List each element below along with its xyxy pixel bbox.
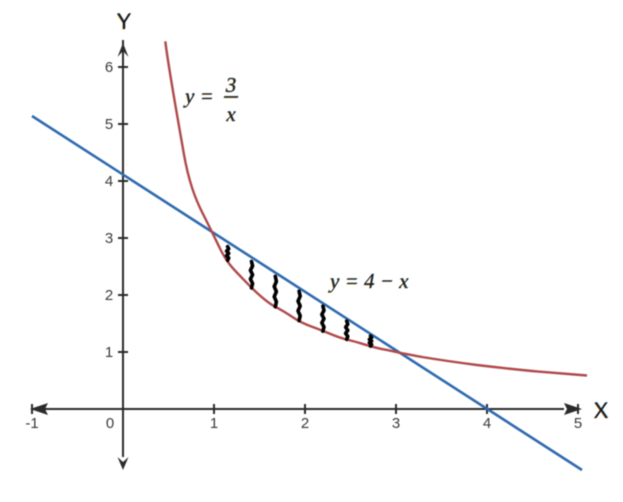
svg-text:4: 4	[105, 173, 113, 190]
svg-text:4: 4	[483, 415, 491, 432]
svg-text:X: X	[594, 398, 609, 423]
svg-text:5: 5	[105, 116, 113, 133]
svg-text:-1: -1	[25, 415, 38, 432]
svg-text:3: 3	[105, 230, 113, 247]
svg-text:y = 4 − x: y = 4 − x	[328, 269, 409, 293]
svg-text:3: 3	[225, 73, 237, 97]
svg-text:Y: Y	[117, 9, 132, 34]
svg-text:y =: y =	[183, 84, 214, 108]
svg-text:2: 2	[301, 415, 309, 432]
svg-text:1: 1	[210, 415, 218, 432]
svg-text:3: 3	[392, 415, 400, 432]
svg-text:x: x	[225, 102, 236, 126]
svg-text:6: 6	[105, 59, 113, 76]
svg-text:5: 5	[574, 415, 582, 432]
svg-text:1: 1	[105, 344, 113, 361]
svg-text:0: 0	[106, 415, 114, 432]
svg-text:2: 2	[105, 287, 113, 304]
